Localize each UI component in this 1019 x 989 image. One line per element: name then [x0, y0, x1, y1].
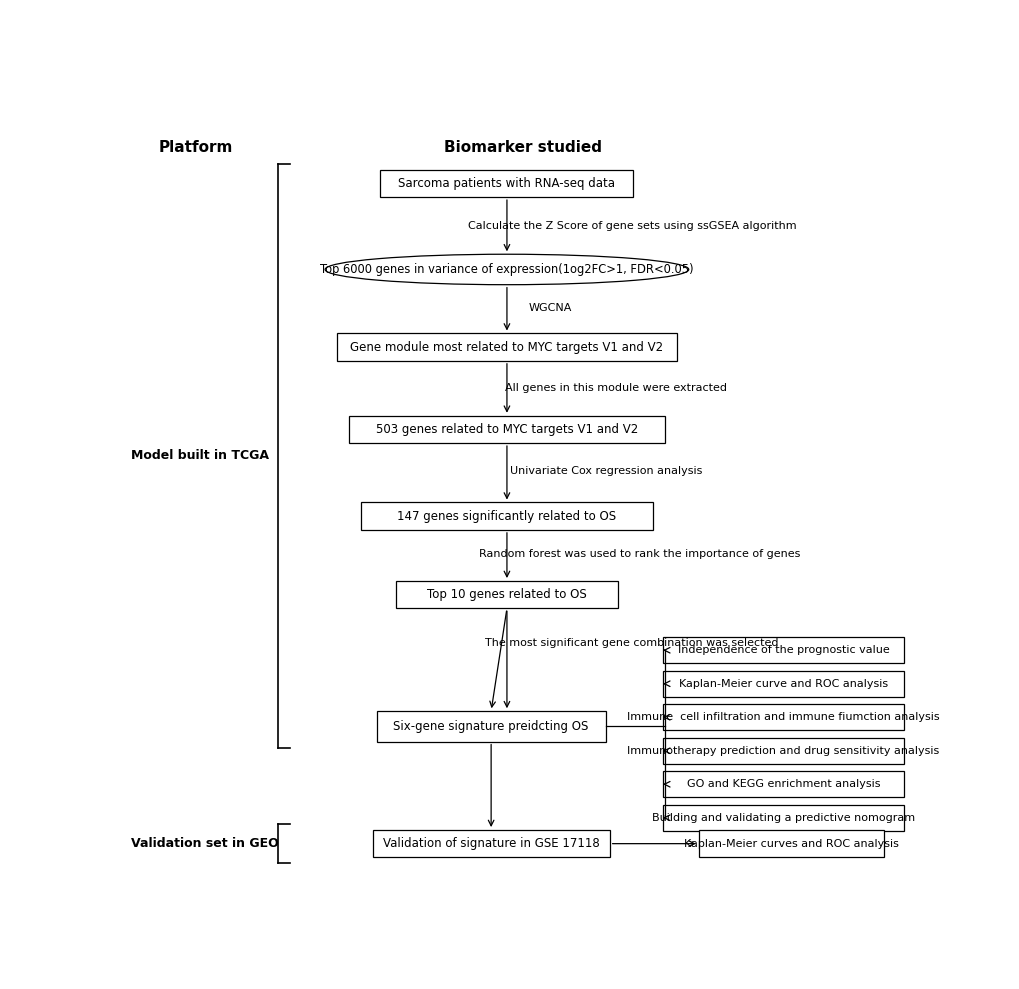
Text: Calculate the Z Score of gene sets using ssGSEA algorithm: Calculate the Z Score of gene sets using… — [467, 222, 796, 231]
FancyBboxPatch shape — [662, 771, 903, 797]
Text: Kaplan-Meier curves and ROC analysis: Kaplan-Meier curves and ROC analysis — [684, 839, 898, 849]
Text: Immunotherapy prediction and drug sensitivity analysis: Immunotherapy prediction and drug sensit… — [627, 746, 938, 756]
FancyBboxPatch shape — [348, 415, 664, 443]
Text: Sarcoma patients with RNA-seq data: Sarcoma patients with RNA-seq data — [398, 177, 614, 190]
Text: Model built in TCGA: Model built in TCGA — [131, 449, 269, 462]
Text: 503 genes related to MYC targets V1 and V2: 503 genes related to MYC targets V1 and … — [375, 423, 638, 436]
Text: Validation of signature in GSE 17118: Validation of signature in GSE 17118 — [382, 837, 599, 851]
Text: Random forest was used to rank the importance of genes: Random forest was used to rank the impor… — [479, 549, 800, 559]
Text: 147 genes significantly related to OS: 147 genes significantly related to OS — [397, 509, 615, 523]
Text: Univariate Cox regression analysis: Univariate Cox regression analysis — [510, 466, 702, 477]
Text: Biomarker studied: Biomarker studied — [443, 140, 601, 155]
FancyBboxPatch shape — [361, 502, 652, 530]
Text: Platform: Platform — [159, 140, 233, 155]
FancyBboxPatch shape — [372, 830, 609, 857]
Text: Kaplan-Meier curve and ROC analysis: Kaplan-Meier curve and ROC analysis — [679, 678, 888, 688]
Text: WGCNA: WGCNA — [528, 303, 572, 313]
FancyBboxPatch shape — [376, 711, 605, 742]
Text: Validation set in GEO: Validation set in GEO — [131, 837, 279, 851]
Text: Immune  cell infiltration and immune fiumction analysis: Immune cell infiltration and immune fium… — [627, 712, 938, 722]
FancyBboxPatch shape — [662, 738, 903, 764]
Text: The most significant gene combination was selected: The most significant gene combination wa… — [485, 638, 777, 648]
FancyBboxPatch shape — [662, 637, 903, 664]
FancyBboxPatch shape — [698, 830, 883, 857]
FancyBboxPatch shape — [662, 704, 903, 730]
Text: GO and KEGG enrichment analysis: GO and KEGG enrichment analysis — [686, 779, 879, 789]
Text: Top 10 genes related to OS: Top 10 genes related to OS — [427, 588, 586, 601]
FancyBboxPatch shape — [662, 671, 903, 696]
FancyBboxPatch shape — [662, 805, 903, 831]
Text: Building and validating a predictive nomogram: Building and validating a predictive nom… — [651, 813, 914, 823]
Text: All genes in this module were extracted: All genes in this module were extracted — [504, 383, 727, 393]
Text: Top 6000 genes in variance of expression(1og2FC>1, FDR<0.05): Top 6000 genes in variance of expression… — [320, 263, 693, 276]
Ellipse shape — [325, 254, 688, 285]
Text: Gene module most related to MYC targets V1 and V2: Gene module most related to MYC targets … — [351, 340, 662, 354]
FancyBboxPatch shape — [395, 581, 618, 608]
Text: Independence of the prognostic value: Independence of the prognostic value — [677, 645, 889, 656]
Text: Six-gene signature preidcting OS: Six-gene signature preidcting OS — [393, 720, 588, 733]
FancyBboxPatch shape — [380, 170, 633, 197]
FancyBboxPatch shape — [336, 333, 677, 361]
